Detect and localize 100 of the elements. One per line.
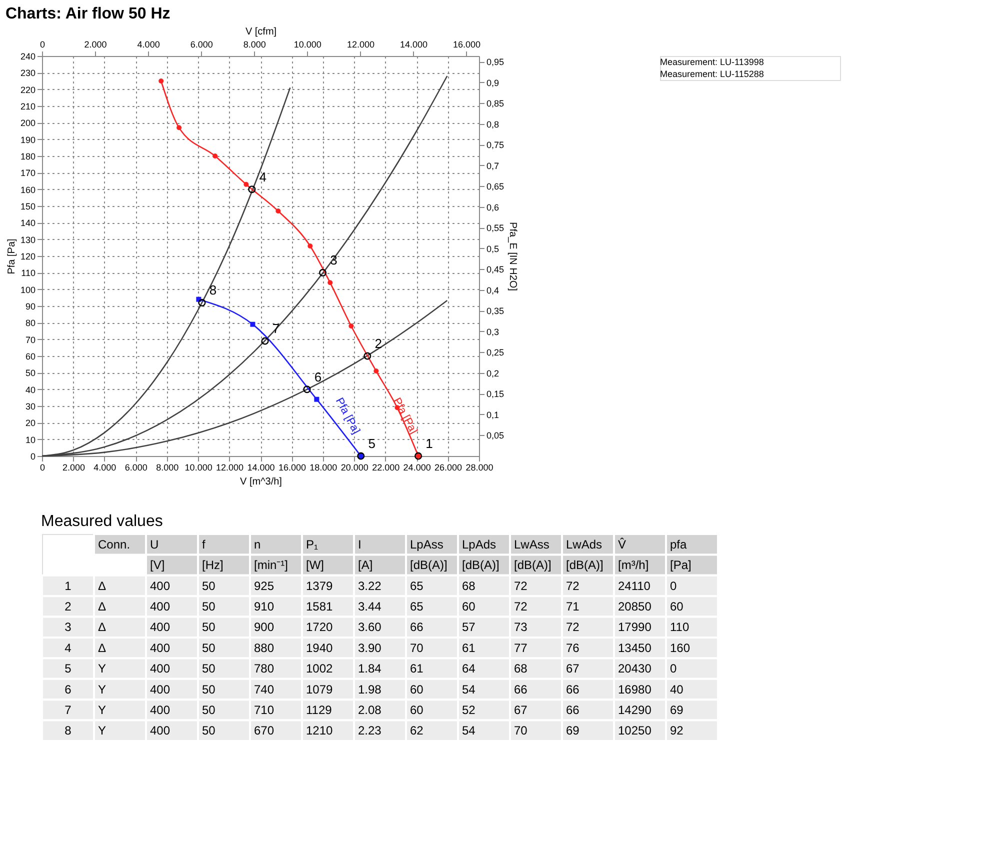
text: [V] [150,558,165,572]
text: Measured values [41,513,163,530]
text: 1940 [306,640,334,655]
text: 710 [254,702,274,717]
x-tick-label: 4.000 [94,462,116,472]
text: 780 [254,662,274,676]
text: [dB(A)] [566,558,604,572]
x-tick-label: 22.000 [372,462,400,472]
y-tick-label: 110 [21,268,36,278]
text: 72 [566,620,580,634]
text: 1129 [306,702,332,717]
text: Y [98,662,106,676]
text: 3.22 [358,578,382,593]
text: 2.23 [358,724,382,738]
y2-tick-label: 0,75 [486,140,504,150]
text: pfa [670,537,688,552]
point [364,352,372,360]
text: Conn. [98,537,130,552]
text: P₁ [306,537,318,552]
text: f [202,537,206,552]
text: 54 [462,682,476,696]
y-tick-label: 30 [25,402,36,412]
y2-tick-label: 0,45 [486,264,504,275]
text: Δ [98,640,106,655]
x-tick-label: 10.000 [184,462,212,472]
y-tick-label: 100 [20,284,36,295]
text: 76 [566,640,580,655]
text: LpAds [462,537,496,552]
x-tick-label: 12.000 [216,462,244,472]
point [374,368,379,374]
text: 1 [64,578,72,593]
text: Measurement: LU-115288 [660,69,764,79]
point [303,386,311,394]
text: 400 [150,620,170,634]
y2-tick-label: 0,6 [486,202,500,212]
text: 60 [462,599,476,614]
text: 57 [462,620,476,634]
y2-tick-label: 0,4 [486,285,500,296]
chart-title: Charts: Air flow 50 Hz [5,6,170,22]
x2-tick-label: 8.000 [243,40,266,50]
text: 910 [254,599,274,614]
text: Y [98,702,106,717]
y2-tick-label: 0,85 [486,98,504,109]
text: 740 [254,682,274,696]
text: 7 [64,702,72,717]
text: 1379 [306,578,334,593]
y2-tick-label: 0,9 [486,78,500,88]
text: 50 [202,578,216,593]
text: n [254,537,261,552]
text: 40 [670,682,684,696]
text: 5 [64,662,72,676]
y2-tick-label: 0,7 [486,160,500,171]
text: 3.44 [358,599,382,614]
text: 77 [514,640,528,655]
y-tick-label: 10 [25,434,36,445]
text: Δ [98,599,106,614]
text: 64 [462,662,476,676]
text: 2 [64,599,72,614]
y-tick-label: 90 [25,302,36,312]
text: 60 [410,702,424,717]
text: 61 [410,662,424,676]
text: 160 [670,640,690,655]
annotation: 2 [374,336,382,351]
y2-tick-label: 0,65 [486,182,504,192]
text: [dB(A)] [462,558,500,572]
text: 62 [410,724,424,738]
text: I [358,537,362,552]
x-tick-label: 20.000 [340,462,368,472]
text: [Pa] [670,558,692,572]
text: 400 [150,662,170,676]
x2-tick-label: 2.000 [84,40,107,50]
y-tick-label: 230 [20,68,36,78]
x2-tick-label: 10.000 [294,40,322,50]
y2-tick-label: 0,2 [486,368,500,378]
y-tick-label: 150 [20,202,36,212]
text: 110 [670,620,690,634]
y-tick-label: 190 [20,134,36,145]
x-tick-label: 2.000 [62,462,85,472]
y-tick-label: 120 [20,252,36,262]
point [244,182,249,187]
y-tick-label: 220 [20,84,36,95]
point [261,337,269,345]
y-tick-label: 70 [25,334,36,345]
text: 1720 [306,620,334,634]
text: 4 [64,640,72,655]
text: 54 [462,724,476,738]
text: 670 [254,724,274,738]
annotation: 5 [368,436,376,451]
text: 10250 [618,724,652,738]
point [314,396,320,402]
text: 16980 [618,682,652,696]
y-axis-title: Pfa [Pa] [6,238,18,274]
x-axis-title: V [m^3/h] [240,476,282,488]
text: V̂ [618,537,626,552]
y-tick-label: 200 [20,118,36,128]
text: Δ [98,578,106,593]
text: 3 [64,620,72,634]
y2-tick-label: 0,55 [486,223,504,234]
text: 70 [514,724,528,738]
text: LwAds [566,537,602,552]
